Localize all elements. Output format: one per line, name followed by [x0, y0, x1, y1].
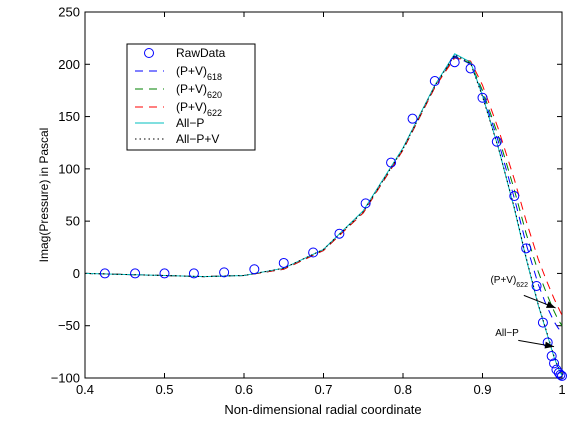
legend-label: All−P+V [176, 132, 219, 146]
annotation-arrowhead [545, 301, 556, 308]
legend-entry: (P+V)618 [176, 64, 222, 82]
y-tick-label: 100 [58, 161, 80, 176]
series-line-allp [84, 53, 563, 377]
legend-label: (P+V) [176, 82, 207, 96]
legend-subscript: 622 [207, 108, 222, 118]
annotation-subscript: 622 [516, 282, 528, 289]
legend-marker [144, 48, 154, 58]
raw-data-point [491, 136, 502, 147]
y-tick-label: −100 [51, 371, 80, 386]
raw-data-point [477, 92, 488, 103]
x-axis-ticks: 0.4 0.5 0.6 0.7 0.8 0.9 1 [76, 12, 566, 397]
x-tick-label: 0.8 [394, 382, 412, 397]
raw-data-point [219, 267, 230, 278]
annotations: (P+V)622 All−P [490, 275, 556, 349]
annotation-label: (P+V) [490, 275, 516, 286]
annotation-arrowhead [544, 341, 555, 349]
legend-label: (P+V) [176, 100, 207, 114]
legend-label: (P+V) [176, 64, 207, 78]
y-tick-label: 200 [58, 57, 80, 72]
x-tick-label: 0.4 [76, 382, 94, 397]
raw-data-point [386, 157, 397, 168]
raw-data-point [308, 247, 319, 258]
raw-data-point [537, 317, 548, 328]
legend-box [126, 43, 256, 151]
annotation-allp: All−P [495, 328, 519, 339]
raw-data-point [130, 268, 141, 279]
annotation-pv622: (P+V)622 [490, 275, 528, 289]
y-tick-label: −50 [58, 318, 80, 333]
raw-data-point [465, 63, 476, 74]
raw-data-point [159, 268, 170, 279]
legend-entry: (P+V)620 [176, 82, 222, 100]
legend-label: All−P [176, 116, 204, 130]
x-tick-label: 0.7 [314, 382, 332, 397]
raw-data-point [360, 198, 371, 209]
raw-data-point [278, 257, 289, 268]
raw-data-point [249, 264, 260, 275]
raw-data-point [553, 367, 564, 378]
raw-data-point [546, 351, 557, 362]
series-line-allpv [84, 54, 563, 376]
raw-data-point [449, 57, 460, 68]
y-axis-ticks: −100 −50 0 50 100 150 200 250 [51, 5, 562, 386]
raw-data-point [555, 369, 566, 380]
raw-data-point [429, 76, 440, 87]
raw-data-point [521, 243, 532, 254]
x-axis-label: Non-dimensional radial coordinate [224, 402, 421, 417]
y-tick-label: 250 [58, 5, 80, 20]
raw-data-point [99, 268, 110, 279]
y-tick-label: 150 [58, 109, 80, 124]
x-tick-label: 0.5 [155, 382, 173, 397]
x-tick-label: 1 [558, 382, 565, 397]
legend-entry: All−P+V [176, 132, 219, 146]
x-tick-label: 0.6 [235, 382, 253, 397]
x-tick-label: 0.9 [473, 382, 491, 397]
y-tick-label: 0 [73, 266, 80, 281]
raw-data-point [188, 268, 199, 279]
raw-data-point [334, 228, 345, 239]
legend: RawData(P+V)618(P+V)620(P+V)622All−PAll−… [126, 43, 256, 151]
annotation-label: All−P [495, 328, 519, 339]
y-tick-label: 50 [66, 214, 80, 229]
y-axis-label: Imag(Pressure) in Pascal [37, 128, 51, 263]
raw-data-point [549, 358, 560, 369]
legend-subscript: 618 [207, 72, 222, 82]
raw-data-point [531, 280, 542, 291]
legend-entry: All−P [176, 116, 204, 130]
raw-data-point [557, 370, 567, 381]
raw-data-point [509, 191, 520, 202]
legend-subscript: 620 [207, 90, 222, 100]
raw-data-point [407, 113, 418, 124]
raw-data-points [99, 57, 567, 381]
legend-label: RawData [176, 46, 226, 60]
legend-entry: RawData [176, 46, 226, 60]
legend-entry: (P+V)622 [176, 100, 222, 118]
